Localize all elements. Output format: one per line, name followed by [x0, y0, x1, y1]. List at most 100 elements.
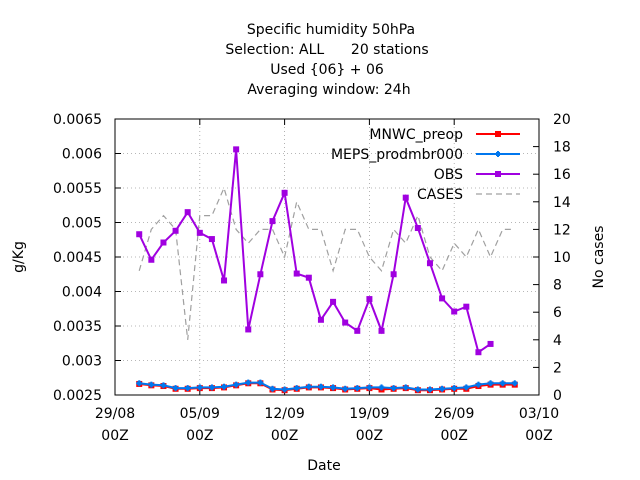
data-point	[500, 381, 505, 386]
data-point	[475, 349, 482, 356]
x-tick-label-time: 00Z	[101, 428, 128, 444]
data-point	[257, 271, 264, 278]
grid-lines	[115, 119, 539, 395]
data-point	[402, 194, 409, 201]
data-point	[294, 386, 299, 391]
data-point	[427, 387, 432, 392]
data-point	[245, 326, 252, 333]
data-point	[161, 383, 166, 388]
data-point	[305, 274, 312, 281]
y2-tick-label: 0	[553, 388, 562, 404]
data-point	[185, 386, 190, 391]
data-point	[512, 381, 517, 386]
legend: MNWC_preop MEPS_prodmbr000 OBS CASES	[331, 127, 520, 203]
y-tick-label: 0.0025	[53, 388, 102, 404]
chart-title-line-3: Used {06} + 06	[270, 62, 384, 78]
data-point	[378, 327, 385, 334]
x-tick-label-date: 19/09	[349, 406, 389, 422]
data-point	[172, 227, 179, 234]
y2-axis-ticks: 0 2 4 6 8 10 12 14 16 18 20	[533, 112, 571, 404]
data-point	[269, 218, 276, 225]
x-tick-label-time: 00Z	[186, 428, 213, 444]
x-tick-label-date: 03/10	[519, 406, 559, 422]
data-point	[306, 384, 311, 389]
data-point	[343, 386, 348, 391]
data-point	[451, 308, 458, 315]
y2-tick-label: 12	[553, 222, 571, 238]
data-point	[331, 385, 336, 390]
data-point	[173, 386, 178, 391]
data-point	[426, 260, 433, 267]
data-point	[137, 381, 142, 386]
x-tick-label-date: 26/09	[434, 406, 474, 422]
series-cases	[138, 186, 515, 340]
y2-tick-label: 14	[553, 195, 571, 211]
legend-label: MNWC_preop	[369, 127, 463, 143]
data-point	[355, 386, 360, 391]
data-point	[495, 131, 501, 137]
x-tick-label-time: 00Z	[525, 428, 552, 444]
data-point	[293, 270, 300, 277]
series-obs	[136, 146, 494, 356]
y2-tick-label: 6	[553, 305, 562, 321]
x-tick-label-time: 00Z	[271, 428, 298, 444]
chart-title-line-1: Specific humidity 50hPa	[247, 22, 415, 38]
y-tick-label: 0.003	[62, 354, 102, 370]
data-point	[354, 327, 361, 334]
y-axis-label: g/Kg	[11, 241, 27, 273]
y-tick-label: 0.0045	[53, 250, 102, 266]
y2-tick-label: 16	[553, 167, 571, 183]
data-point	[495, 171, 501, 177]
data-point	[496, 152, 500, 156]
data-point	[148, 256, 155, 263]
y2-tick-label: 20	[553, 112, 571, 128]
data-point	[246, 380, 251, 385]
data-point	[403, 385, 408, 390]
y2-tick-label: 2	[553, 360, 562, 376]
series-meps-prodmbr000	[136, 379, 518, 393]
data-point	[463, 303, 470, 310]
data-point	[221, 277, 228, 284]
chart-title-line-2: Selection: ALL 20 stations	[225, 42, 428, 58]
data-point	[414, 225, 421, 232]
y-tick-label: 0.0065	[53, 112, 102, 128]
series-layer	[136, 146, 518, 394]
data-point	[281, 189, 288, 196]
series-line	[138, 149, 492, 354]
data-point	[439, 295, 446, 302]
data-point	[367, 385, 372, 390]
data-point	[452, 386, 457, 391]
y-tick-label: 0.0035	[53, 319, 102, 335]
data-point	[476, 382, 481, 387]
y2-tick-label: 18	[553, 140, 571, 156]
data-point	[282, 387, 287, 392]
y-tick-label: 0.005	[62, 216, 102, 232]
data-point	[391, 386, 396, 391]
y2-tick-label: 8	[553, 278, 562, 294]
y2-tick-label: 4	[553, 333, 562, 349]
x-axis-label: Date	[307, 458, 340, 474]
data-point	[270, 386, 275, 391]
data-point	[415, 387, 420, 392]
x-tick-label-time: 00Z	[440, 428, 467, 444]
y2-tick-label: 10	[553, 250, 571, 266]
data-point	[136, 231, 143, 238]
data-point	[330, 298, 337, 305]
data-point	[208, 236, 215, 243]
y-tick-label: 0.004	[62, 285, 102, 301]
data-point	[318, 384, 323, 389]
data-point	[379, 385, 384, 390]
data-point	[196, 229, 203, 236]
data-point	[488, 381, 493, 386]
y-tick-label: 0.0055	[53, 181, 102, 197]
data-point	[440, 386, 445, 391]
x-tick-label-time: 00Z	[356, 428, 383, 444]
data-point	[317, 316, 324, 323]
data-point	[464, 385, 469, 390]
x-tick-label-date: 05/09	[180, 406, 220, 422]
y2-axis-label: No cases	[591, 226, 607, 289]
data-point	[149, 382, 154, 387]
data-point	[342, 319, 349, 326]
